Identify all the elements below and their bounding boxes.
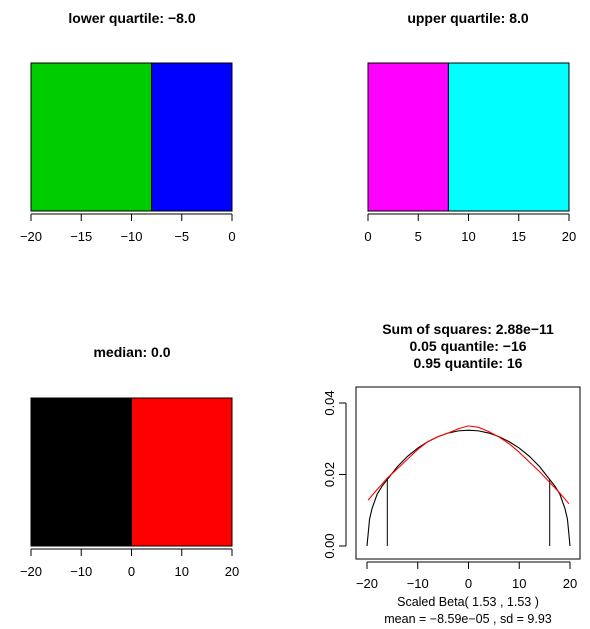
panel-title: median: 0.0 [93,344,170,360]
density-plot-frame [355,386,581,560]
density-title-line-1: Sum of squares: 2.88e−11 [382,321,554,337]
x-tick-label: −20 [20,564,42,579]
x-tick-label: 5 [415,229,422,244]
x-tick-label: −10 [70,564,92,579]
x-tick-label: 15 [512,229,526,244]
panel-title: lower quartile: −8.0 [68,10,195,26]
x-tick-label: −10 [120,229,142,244]
x-tick-label: 10 [461,229,475,244]
segment-1 [131,397,233,547]
y-tick-label: 0.00 [322,533,337,558]
x-tick-label: −15 [70,229,92,244]
panel-density: Sum of squares: 2.88e−11 0.05 quantile: … [322,321,581,626]
panel-lower-quartile: lower quartile: −8.0 −20 −15 −10 −5 0 [20,10,236,244]
x-tick-label: 10 [175,564,189,579]
x-tick-label: 20 [225,564,239,579]
x-tick-label: 0 [364,229,371,244]
density-xlabel: Scaled Beta( 1.53 , 1.53 ) [397,595,539,609]
y-tick-label: 0.02 [322,462,337,487]
panel-title: upper quartile: 8.0 [407,10,529,26]
segment-1 [151,62,233,212]
x-tick-label: −20 [20,229,42,244]
segment-0 [367,62,449,212]
x-tick-label: 0 [128,564,135,579]
fitted-density-curve [366,429,571,547]
x-tick-label: 10 [512,576,526,591]
segment-0 [30,397,132,547]
x-tick-label: 0 [465,576,472,591]
x-tick-label: −5 [174,229,189,244]
density-sublabel: mean = −8.59e−05 , sd = 9.93 [384,612,552,626]
panel-median: median: 0.0 −20 −10 0 10 20 [20,344,239,579]
segment-1 [447,62,570,212]
x-tick-label: 20 [562,229,576,244]
x-tick-label: −20 [356,576,378,591]
observed-density-curve [367,425,570,505]
density-title-line-3: 0.95 quantile: 16 [414,355,523,371]
x-tick-label: 0 [228,229,235,244]
density-title-line-2: 0.05 quantile: −16 [409,338,526,354]
y-tick-label: 0.04 [322,390,337,415]
segment-0 [30,62,153,212]
panel-upper-quartile: upper quartile: 8.0 0 5 10 15 20 [364,10,576,244]
x-tick-label: 20 [563,576,577,591]
x-tick-label: −10 [407,576,429,591]
